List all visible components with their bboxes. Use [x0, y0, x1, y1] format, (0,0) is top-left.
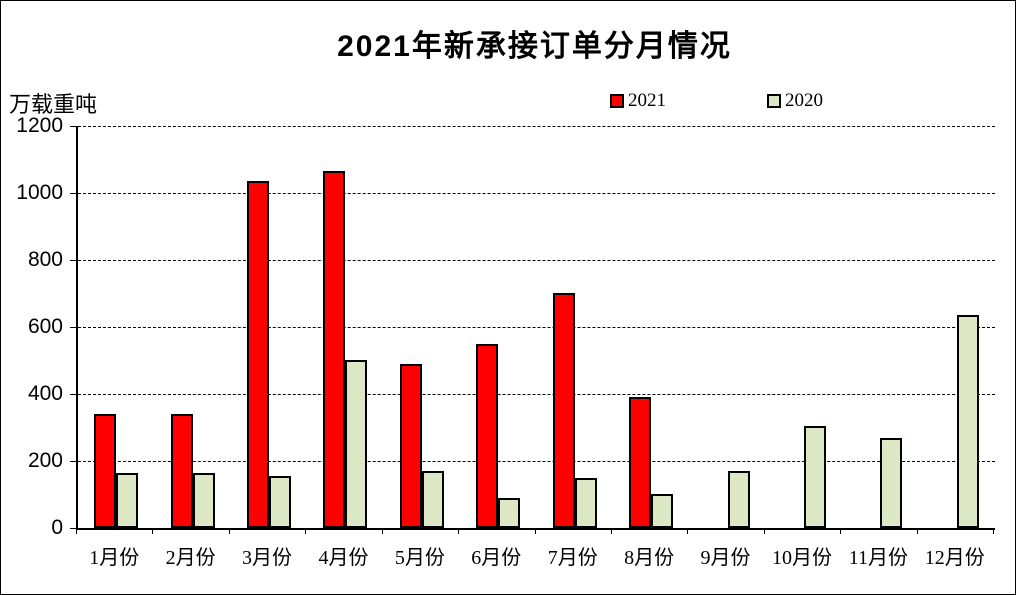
bar-2020-10月份 — [803, 426, 826, 528]
bar-2020-7月份 — [574, 478, 597, 528]
y-axis-tickmark-800 — [70, 260, 76, 261]
bar-2020-1月份 — [116, 473, 139, 528]
gridline-600 — [78, 327, 995, 328]
x-tick-label-4月份: 4月份 — [318, 547, 369, 569]
y-tick-label-400: 400 — [27, 382, 63, 405]
plot-area — [76, 126, 995, 530]
legend-swatch-2021 — [610, 94, 624, 108]
bar-2021-6月份 — [476, 344, 499, 528]
x-axis-tickmark-5 — [458, 528, 460, 534]
bar-2021-5月份 — [399, 364, 422, 528]
legend-label-2020: 2020 — [785, 90, 823, 111]
x-axis-tickmark-0 — [76, 528, 77, 534]
x-axis-tickmark-3 — [305, 528, 307, 534]
x-tick-label-11月份: 11月份 — [848, 547, 908, 569]
legend-swatch-2020 — [767, 94, 781, 108]
x-tick-label-8月份: 8月份 — [624, 547, 675, 569]
bar-2021-8月份 — [629, 397, 652, 528]
gridline-1200 — [78, 126, 995, 127]
x-axis-tickmark-2 — [228, 528, 230, 534]
x-axis-tickmark-11 — [916, 528, 918, 534]
chart-title: 2021年新承接订单分月情况 — [337, 30, 732, 63]
bar-2020-11月份 — [880, 438, 903, 528]
gridline-800 — [78, 260, 995, 261]
bar-2020-8月份 — [651, 494, 674, 528]
x-tick-label-3月份: 3月份 — [242, 547, 293, 569]
legend-item-2020: 2020 — [767, 90, 823, 111]
bar-2020-2月份 — [192, 473, 215, 528]
y-tick-label-0: 0 — [51, 516, 63, 539]
bar-2020-5月份 — [421, 471, 444, 528]
y-tick-label-600: 600 — [27, 315, 63, 338]
bar-2021-3月份 — [247, 181, 270, 528]
y-tick-label-200: 200 — [27, 449, 63, 472]
x-tick-label-2月份: 2月份 — [165, 547, 216, 569]
x-axis-tickmark-9 — [763, 528, 765, 534]
y-axis-tickmark-200 — [70, 461, 76, 462]
legend-label-2021: 2021 — [628, 90, 666, 111]
x-tick-label-9月份: 9月份 — [700, 547, 751, 569]
bar-2021-7月份 — [552, 293, 575, 528]
y-tick-label-1200: 1200 — [16, 114, 63, 137]
x-tick-label-7月份: 7月份 — [547, 547, 598, 569]
x-tick-label-10月份: 10月份 — [771, 547, 832, 569]
bar-2020-9月份 — [727, 471, 750, 528]
x-axis-tickmark-7 — [610, 528, 612, 534]
bar-2020-12月份 — [956, 315, 979, 528]
y-axis-unit-label: 万载重吨 — [9, 92, 98, 117]
bar-2020-6月份 — [498, 498, 521, 528]
x-axis-tickmark-12 — [993, 528, 994, 534]
y-axis-tickmark-0 — [70, 528, 76, 529]
x-axis-tickmark-6 — [534, 528, 536, 534]
y-axis-tickmark-600 — [70, 327, 76, 328]
bar-2021-4月份 — [323, 171, 346, 528]
y-axis-tickmark-1000 — [70, 193, 76, 194]
x-tick-label-1月份: 1月份 — [89, 547, 140, 569]
x-axis-tickmark-4 — [381, 528, 383, 534]
x-axis-tickmark-8 — [687, 528, 689, 534]
gridline-200 — [78, 461, 995, 462]
x-tick-label-12月份: 12月份 — [924, 547, 985, 569]
gridline-1000 — [78, 193, 995, 194]
y-tick-label-1000: 1000 — [16, 181, 63, 204]
bar-2020-3月份 — [269, 476, 292, 528]
x-axis-tickmark-1 — [152, 528, 154, 534]
legend-item-2021: 2021 — [610, 90, 666, 111]
bar-2020-4月份 — [345, 360, 368, 528]
x-tick-label-6月份: 6月份 — [471, 547, 522, 569]
gridline-400 — [78, 394, 995, 395]
y-axis-tickmark-400 — [70, 394, 76, 395]
y-tick-label-800: 800 — [27, 248, 63, 271]
x-tick-label-5月份: 5月份 — [394, 547, 445, 569]
x-axis-tickmark-10 — [840, 528, 842, 534]
bar-2021-1月份 — [94, 414, 117, 528]
bar-2021-2月份 — [170, 414, 193, 528]
y-axis-tickmark-1200 — [70, 126, 76, 127]
